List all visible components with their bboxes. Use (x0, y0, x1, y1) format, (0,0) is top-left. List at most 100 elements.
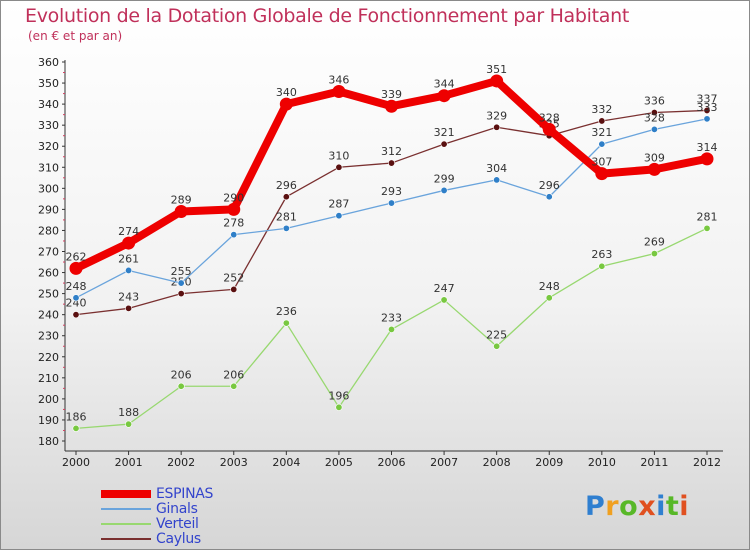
data-label-verteil: 196 (328, 389, 349, 402)
data-label-verteil: 263 (591, 248, 612, 261)
data-point-ginals (282, 224, 290, 232)
data-label-espinas: 274 (118, 225, 139, 238)
data-label-caylus: 337 (697, 92, 718, 105)
data-label-verteil: 269 (644, 236, 665, 249)
data-label-verteil: 247 (434, 282, 455, 295)
data-label-ginals: 299 (434, 172, 455, 185)
data-point-verteil (230, 382, 238, 390)
data-label-caylus: 252 (223, 271, 244, 284)
data-label-ginals: 261 (118, 252, 139, 265)
y-tick-label: 250 (38, 288, 59, 301)
data-point-ginals (650, 125, 658, 133)
data-point-espinas (437, 89, 451, 103)
proxiti-logo: Proxiti (585, 491, 689, 522)
data-point-ginals (125, 266, 133, 274)
data-point-ginals (72, 294, 80, 302)
data-point-verteil (493, 342, 501, 350)
data-label-caylus: 310 (328, 149, 349, 162)
data-label-espinas: 346 (328, 73, 349, 86)
data-point-ginals (545, 193, 553, 201)
data-label-ginals: 255 (171, 265, 192, 278)
data-point-verteil (703, 224, 711, 232)
data-point-espinas (69, 261, 83, 275)
data-label-ginals: 281 (276, 210, 297, 223)
data-label-espinas: 351 (486, 63, 507, 76)
data-label-ginals: 293 (381, 185, 402, 198)
logo-letter: o (619, 491, 639, 522)
logo-letter: P (585, 491, 606, 522)
x-tick-label: 2005 (325, 456, 353, 469)
data-point-caylus (703, 106, 711, 114)
data-label-ginals: 278 (223, 217, 244, 230)
y-tick-label: 310 (38, 161, 59, 174)
data-label-verteil: 206 (171, 368, 192, 381)
data-point-ginals (177, 279, 185, 287)
logo-letter: t (665, 491, 680, 522)
data-point-ginals (440, 186, 448, 194)
legend-label: Verteil (156, 516, 199, 532)
data-point-espinas (279, 97, 293, 111)
data-label-ginals: 248 (66, 280, 87, 293)
data-label-espinas: 289 (171, 193, 192, 206)
data-point-caylus (282, 193, 290, 201)
y-tick-label: 360 (38, 56, 59, 69)
data-label-espinas: 309 (644, 151, 665, 164)
data-point-caylus (72, 311, 80, 319)
y-tick-label: 260 (38, 267, 59, 280)
x-tick-label: 2009 (535, 456, 563, 469)
data-label-espinas: 344 (434, 78, 455, 91)
series-espinas: 262 274 289 290 340 346 339 344 351 328 307 309 314 (66, 63, 718, 275)
data-point-caylus (230, 285, 238, 293)
data-label-caylus: 321 (434, 126, 455, 139)
data-label-verteil: 281 (697, 210, 718, 223)
legend-swatch (101, 523, 151, 525)
x-tick-label: 2007 (430, 456, 458, 469)
x-tick-label: 2000 (62, 456, 90, 469)
y-tick-label: 230 (38, 330, 59, 343)
data-point-ginals (598, 140, 606, 148)
data-label-verteil: 233 (381, 311, 402, 324)
data-label-ginals: 321 (591, 126, 612, 139)
y-tick-label: 340 (38, 98, 59, 111)
data-point-caylus (440, 140, 448, 148)
legend-label: ESPINAS (156, 486, 214, 502)
data-label-ginals: 287 (328, 198, 349, 211)
data-point-verteil (177, 382, 185, 390)
data-point-ginals (703, 115, 711, 123)
data-label-espinas: 307 (591, 156, 612, 169)
data-label-espinas: 328 (539, 111, 560, 124)
chart-title: Evolution de la Dotation Globale de Fonc… (25, 5, 630, 27)
data-point-verteil (335, 403, 343, 411)
y-tick-label: 280 (38, 224, 59, 237)
data-label-caylus: 296 (276, 179, 297, 192)
legend-swatch (101, 538, 151, 540)
data-label-verteil: 225 (486, 328, 507, 341)
y-tick-label: 200 (38, 393, 59, 406)
legend-swatch (101, 508, 151, 510)
data-label-espinas: 290 (223, 191, 244, 204)
data-label-caylus: 336 (644, 95, 665, 108)
data-point-espinas (174, 204, 188, 218)
data-label-ginals: 296 (539, 179, 560, 192)
data-label-ginals: 333 (697, 101, 718, 114)
data-point-ginals (335, 212, 343, 220)
data-point-ginals (230, 231, 238, 239)
data-point-caylus (598, 117, 606, 125)
y-tick-label: 290 (38, 203, 59, 216)
data-point-espinas (332, 84, 346, 98)
data-label-espinas: 314 (697, 141, 718, 154)
logo-letter: i (679, 491, 690, 522)
y-tick-label: 330 (38, 119, 59, 132)
data-point-espinas (490, 74, 504, 88)
series-ginals: 248 261 255 278 281 287 293 299 304 296 321 328 333 (66, 101, 718, 302)
x-tick-label: 2004 (272, 456, 300, 469)
y-tick-label: 270 (38, 246, 59, 259)
data-point-espinas (227, 202, 241, 216)
y-tick-label: 320 (38, 140, 59, 153)
data-point-espinas (595, 167, 609, 181)
legend-swatch (101, 490, 151, 498)
data-label-verteil: 248 (539, 280, 560, 293)
data-label-verteil: 236 (276, 305, 297, 318)
data-point-verteil (125, 420, 133, 428)
